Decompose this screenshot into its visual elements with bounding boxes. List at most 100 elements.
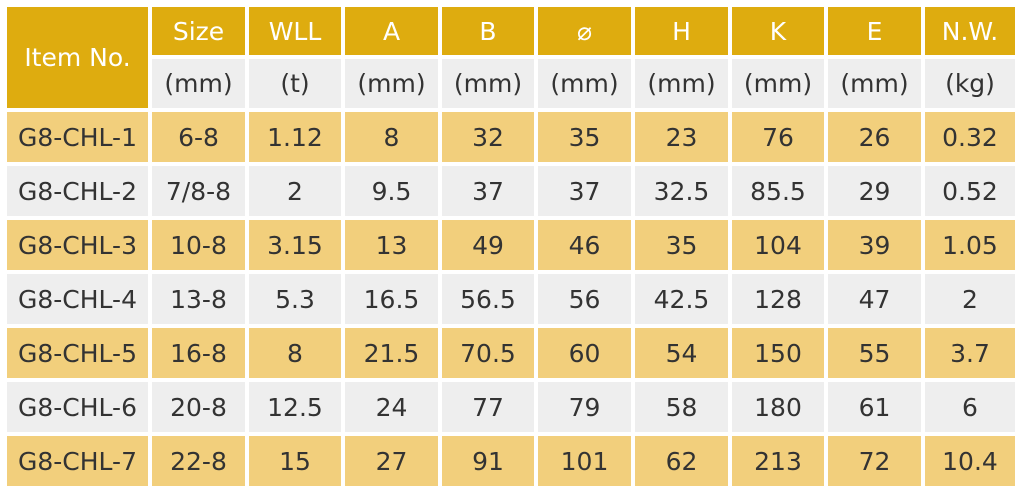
cell-e: 39: [828, 220, 921, 270]
column-header-k: K: [732, 7, 824, 55]
unit-h: (mm): [635, 59, 728, 108]
cell-net-weight: 1.05: [925, 220, 1015, 270]
cell-diameter: 101: [538, 436, 631, 486]
cell-k: 85.5: [732, 166, 824, 216]
table-row: G8-CHL-5 16-8 8 21.5 70.5 60 54 150 55 3.7: [7, 328, 1015, 378]
table-row: G8-CHL-1 6-8 1.12 8 32 35 23 76 26 0.32: [7, 112, 1015, 162]
cell-item-number: G8-CHL-3: [7, 220, 148, 270]
cell-k: 104: [732, 220, 824, 270]
cell-net-weight: 2: [925, 274, 1015, 324]
cell-b: 91: [442, 436, 534, 486]
cell-wll: 15: [249, 436, 341, 486]
cell-size: 7/8-8: [152, 166, 245, 216]
cell-item-number: G8-CHL-4: [7, 274, 148, 324]
cell-k: 180: [732, 382, 824, 432]
cell-e: 47: [828, 274, 921, 324]
cell-h: 23: [635, 112, 728, 162]
cell-net-weight: 3.7: [925, 328, 1015, 378]
column-header-h: H: [635, 7, 728, 55]
cell-b: 77: [442, 382, 534, 432]
cell-wll: 2: [249, 166, 341, 216]
unit-diameter: (mm): [538, 59, 631, 108]
cell-net-weight: 0.52: [925, 166, 1015, 216]
unit-net-weight: (kg): [925, 59, 1015, 108]
cell-size: 10-8: [152, 220, 245, 270]
cell-size: 16-8: [152, 328, 245, 378]
cell-b: 32: [442, 112, 534, 162]
cell-k: 150: [732, 328, 824, 378]
table-row: G8-CHL-2 7/8-8 2 9.5 37 37 32.5 85.5 29 0.52: [7, 166, 1015, 216]
unit-size: (mm): [152, 59, 245, 108]
table-body: Item No. Size WLL A B ⌀ H K E N.W. (mm) …: [7, 7, 1015, 486]
cell-h: 58: [635, 382, 728, 432]
cell-e: 29: [828, 166, 921, 216]
cell-e: 26: [828, 112, 921, 162]
cell-a: 24: [345, 382, 438, 432]
cell-diameter: 35: [538, 112, 631, 162]
cell-wll: 5.3: [249, 274, 341, 324]
unit-wll: (t): [249, 59, 341, 108]
header-row: Item No. Size WLL A B ⌀ H K E N.W.: [7, 7, 1015, 108]
specification-table: Item No. Size WLL A B ⌀ H K E N.W. (mm) …: [3, 3, 1019, 490]
cell-e: 55: [828, 328, 921, 378]
cell-b: 37: [442, 166, 534, 216]
unit-a: (mm): [345, 59, 438, 108]
cell-h: 35: [635, 220, 728, 270]
cell-diameter: 56: [538, 274, 631, 324]
cell-a: 21.5: [345, 328, 438, 378]
cell-net-weight: 0.32: [925, 112, 1015, 162]
cell-wll: 3.15: [249, 220, 341, 270]
cell-h: 54: [635, 328, 728, 378]
unit-b: (mm): [442, 59, 534, 108]
cell-e: 61: [828, 382, 921, 432]
column-header-diameter: ⌀: [538, 7, 631, 55]
cell-size: 13-8: [152, 274, 245, 324]
item-number-header: Item No.: [7, 7, 148, 108]
cell-e: 72: [828, 436, 921, 486]
cell-h: 42.5: [635, 274, 728, 324]
cell-diameter: 46: [538, 220, 631, 270]
cell-k: 128: [732, 274, 824, 324]
cell-b: 70.5: [442, 328, 534, 378]
cell-item-number: G8-CHL-6: [7, 382, 148, 432]
unit-e: (mm): [828, 59, 921, 108]
cell-k: 213: [732, 436, 824, 486]
column-header-wll: WLL: [249, 7, 341, 55]
cell-size: 6-8: [152, 112, 245, 162]
column-header-net-weight: N.W.: [925, 7, 1015, 55]
cell-size: 22-8: [152, 436, 245, 486]
cell-item-number: G8-CHL-2: [7, 166, 148, 216]
cell-size: 20-8: [152, 382, 245, 432]
cell-h: 32.5: [635, 166, 728, 216]
cell-wll: 8: [249, 328, 341, 378]
column-header-b: B: [442, 7, 534, 55]
table-row: G8-CHL-7 22-8 15 27 91 101 62 213 72 10.4: [7, 436, 1015, 486]
cell-b: 56.5: [442, 274, 534, 324]
table-row: G8-CHL-4 13-8 5.3 16.5 56.5 56 42.5 128 47 2: [7, 274, 1015, 324]
cell-wll: 12.5: [249, 382, 341, 432]
cell-wll: 1.12: [249, 112, 341, 162]
cell-b: 49: [442, 220, 534, 270]
table-row: G8-CHL-3 10-8 3.15 13 49 46 35 104 39 1.05: [7, 220, 1015, 270]
cell-a: 16.5: [345, 274, 438, 324]
cell-item-number: G8-CHL-5: [7, 328, 148, 378]
cell-item-number: G8-CHL-1: [7, 112, 148, 162]
cell-h: 62: [635, 436, 728, 486]
cell-a: 27: [345, 436, 438, 486]
unit-row: (mm) (t) (mm) (mm) (mm) (mm) (mm) (mm) (…: [7, 59, 1015, 108]
cell-a: 13: [345, 220, 438, 270]
cell-net-weight: 10.4: [925, 436, 1015, 486]
cell-diameter: 79: [538, 382, 631, 432]
unit-k: (mm): [732, 59, 824, 108]
column-header-size: Size: [152, 7, 245, 55]
cell-diameter: 60: [538, 328, 631, 378]
cell-item-number: G8-CHL-7: [7, 436, 148, 486]
column-header-a: A: [345, 7, 438, 55]
cell-a: 9.5: [345, 166, 438, 216]
cell-net-weight: 6: [925, 382, 1015, 432]
table-row: G8-CHL-6 20-8 12.5 24 77 79 58 180 61 6: [7, 382, 1015, 432]
cell-a: 8: [345, 112, 438, 162]
column-header-e: E: [828, 7, 921, 55]
cell-k: 76: [732, 112, 824, 162]
cell-diameter: 37: [538, 166, 631, 216]
